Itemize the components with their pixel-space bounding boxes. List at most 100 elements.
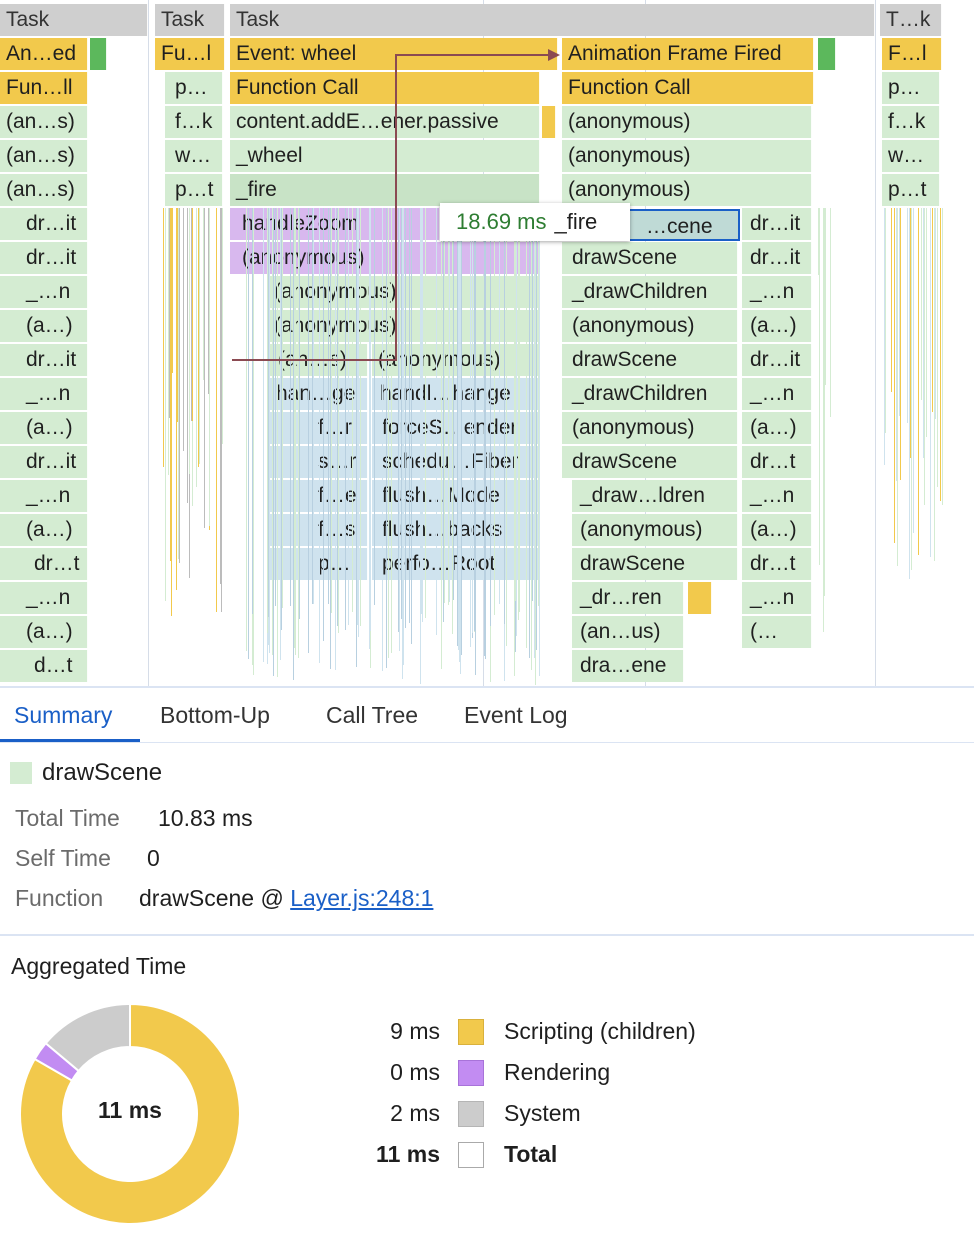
flame-sliver bbox=[248, 208, 250, 659]
flame-block[interactable]: w… bbox=[882, 140, 940, 172]
flame-block[interactable]: (a…) bbox=[742, 412, 812, 444]
flame-block[interactable]: (an…s) bbox=[0, 140, 88, 172]
flame-block[interactable]: p…t bbox=[165, 174, 223, 206]
flame-sliver bbox=[203, 208, 205, 433]
flame-block[interactable]: p…t bbox=[882, 174, 940, 206]
flame-block[interactable]: f…r bbox=[268, 412, 368, 444]
tab-event-log[interactable]: Event Log bbox=[464, 702, 568, 728]
flame-block[interactable]: content.addE…ener.passive bbox=[230, 106, 540, 138]
selected-drawscene-block[interactable]: …cene bbox=[620, 209, 740, 241]
flame-block[interactable]: dr…it bbox=[0, 446, 88, 478]
flame-chart[interactable]: Task Task Task T…k An…ed Fun…ll (an…s) (an…… bbox=[0, 0, 974, 686]
flame-block[interactable]: (anonymous) bbox=[572, 514, 738, 546]
flame-block[interactable]: _wheel bbox=[230, 140, 540, 172]
tab-summary[interactable]: Summary bbox=[14, 702, 113, 728]
flame-block[interactable]: dr…it bbox=[0, 208, 88, 240]
flame-block[interactable]: dr…it bbox=[742, 344, 812, 376]
function-label: Function bbox=[15, 885, 104, 911]
tab-bottom-up[interactable]: Bottom-Up bbox=[160, 702, 270, 728]
task-header[interactable]: Task bbox=[230, 4, 875, 36]
task-header[interactable]: Task bbox=[0, 4, 148, 36]
flame-block[interactable]: drawScene bbox=[562, 344, 738, 376]
flame-block[interactable]: handleZoom bbox=[230, 208, 440, 240]
flame-sliver bbox=[338, 208, 340, 633]
flame-block[interactable]: d…t bbox=[0, 650, 88, 682]
flame-block[interactable]: (a…) bbox=[0, 616, 88, 648]
flame-block[interactable]: Function Call bbox=[230, 72, 540, 104]
flame-block[interactable]: _…n bbox=[742, 480, 812, 512]
flame-block[interactable]: (anonymous) bbox=[562, 174, 812, 206]
flame-block[interactable]: drawScene bbox=[562, 242, 738, 274]
flame-block[interactable]: _…n bbox=[742, 582, 812, 614]
flame-block[interactable]: s…r bbox=[268, 446, 368, 478]
flame-block-marker[interactable] bbox=[90, 38, 107, 70]
flame-block[interactable]: _fire bbox=[230, 174, 540, 206]
flame-block-marker[interactable] bbox=[818, 38, 836, 70]
flame-block[interactable]: _draw…ldren bbox=[572, 480, 738, 512]
flame-block[interactable]: _drawChildren bbox=[562, 276, 738, 308]
flame-block[interactable]: (a…) bbox=[0, 310, 88, 342]
flame-block[interactable]: Animation Frame Fired bbox=[562, 38, 814, 70]
flame-block[interactable]: dra…ene bbox=[572, 650, 684, 682]
flame-block[interactable]: _…n bbox=[742, 276, 812, 308]
tab-call-tree[interactable]: Call Tree bbox=[326, 702, 419, 728]
flame-block[interactable]: dr…t bbox=[742, 548, 812, 580]
flame-block[interactable]: (anonymous) bbox=[562, 310, 738, 342]
flame-sliver bbox=[474, 208, 476, 632]
flame-block[interactable]: _…n bbox=[0, 582, 88, 614]
flame-block[interactable]: _dr…ren bbox=[572, 582, 684, 614]
flame-block[interactable]: (anonymous) bbox=[562, 412, 738, 444]
flame-block[interactable]: p… bbox=[165, 72, 223, 104]
flame-sliver bbox=[208, 208, 210, 526]
task-header[interactable]: T…k bbox=[880, 4, 942, 36]
flame-block[interactable]: drawScene bbox=[562, 446, 738, 478]
flame-block[interactable]: (an…us) bbox=[572, 616, 684, 648]
flame-block[interactable]: Function Call bbox=[562, 72, 814, 104]
flame-block[interactable]: (a…) bbox=[0, 514, 88, 546]
task-header[interactable]: Task bbox=[155, 4, 225, 36]
flame-block[interactable]: (a…) bbox=[742, 514, 812, 546]
flame-block[interactable]: An…ed bbox=[0, 38, 88, 70]
flame-block[interactable]: (anonymous) bbox=[562, 106, 812, 138]
flame-block[interactable]: dr…it bbox=[0, 242, 88, 274]
flame-sliver bbox=[472, 208, 474, 633]
flame-sliver bbox=[202, 208, 204, 380]
flame-sliver bbox=[245, 208, 247, 651]
flame-block-small[interactable] bbox=[542, 106, 556, 138]
flame-block[interactable]: w… bbox=[165, 140, 223, 172]
flame-block[interactable]: f…k bbox=[165, 106, 223, 138]
flame-block[interactable]: dr…it bbox=[0, 344, 88, 376]
flame-block[interactable]: dr…t bbox=[0, 548, 88, 580]
flame-block[interactable]: (a…) bbox=[742, 310, 812, 342]
flame-block[interactable]: p… bbox=[882, 72, 940, 104]
flame-block[interactable]: f…e bbox=[268, 480, 368, 512]
flame-block[interactable]: dr…it bbox=[742, 242, 812, 274]
flame-block[interactable]: f…k bbox=[882, 106, 940, 138]
flame-block[interactable]: (an…s) bbox=[0, 174, 88, 206]
flame-block[interactable]: _…n bbox=[0, 276, 88, 308]
flame-block[interactable]: Fu…l bbox=[155, 38, 225, 70]
flame-sliver bbox=[535, 208, 536, 685]
flame-sliver bbox=[268, 208, 270, 617]
flame-block[interactable]: Fun…ll bbox=[0, 72, 88, 104]
flame-block[interactable]: (a…) bbox=[0, 412, 88, 444]
flame-sliver bbox=[819, 208, 821, 565]
source-link[interactable]: Layer.js:248:1 bbox=[290, 885, 434, 911]
flame-block[interactable]: _drawChildren bbox=[562, 378, 738, 410]
flame-block[interactable]: dr…it bbox=[742, 208, 812, 240]
flame-block[interactable]: f…s bbox=[268, 514, 368, 546]
flame-block[interactable]: _…n bbox=[742, 378, 812, 410]
flame-block-small[interactable] bbox=[688, 582, 712, 614]
flame-block[interactable]: (… bbox=[742, 616, 812, 648]
flame-block[interactable]: (anonymous) bbox=[562, 140, 812, 172]
flame-sliver bbox=[319, 208, 321, 663]
flame-block[interactable]: drawScene bbox=[572, 548, 738, 580]
flame-block[interactable]: p… bbox=[268, 548, 368, 580]
flame-sliver bbox=[531, 208, 533, 670]
flame-block[interactable]: (an…s) bbox=[0, 106, 88, 138]
flame-block[interactable]: F…l bbox=[882, 38, 942, 70]
flame-block[interactable]: _…n bbox=[0, 480, 88, 512]
flame-block[interactable]: _…n bbox=[0, 378, 88, 410]
flame-sliver bbox=[402, 208, 404, 679]
flame-block[interactable]: dr…t bbox=[742, 446, 812, 478]
